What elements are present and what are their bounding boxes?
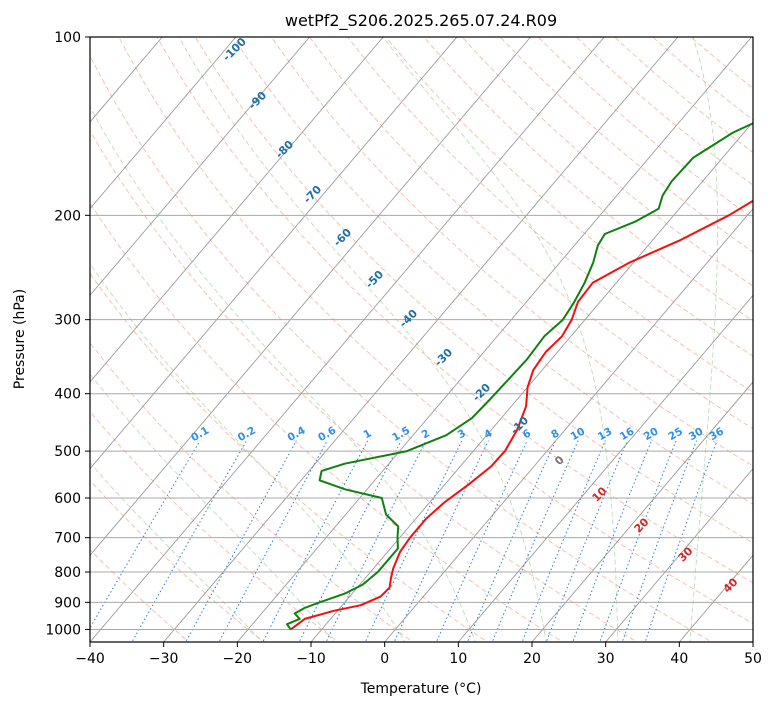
dry-adiabat [156, 37, 753, 584]
isotherm-line [163, 37, 679, 642]
moist-adiabat [90, 263, 406, 642]
x-tick-label: 0 [380, 651, 389, 667]
dry-adiabat [308, 37, 753, 430]
mixing-ratio-line [218, 440, 328, 642]
isotherm-line [90, 37, 384, 383]
x-tick-label: 40 [670, 651, 688, 667]
isotherm-line [90, 37, 605, 642]
isotherm-line [90, 37, 310, 297]
mixing-ratio-line [131, 440, 248, 642]
profile-series [286, 122, 753, 631]
mixing-ratio-line [466, 440, 557, 642]
y-tick-label: 400 [54, 387, 81, 403]
isotherm-line [457, 294, 753, 642]
mixing-ratio-line [545, 440, 628, 642]
isotherm-line [90, 37, 531, 557]
dry-adiabat [118, 37, 753, 624]
grid-lines [90, 37, 753, 642]
isotherm-line [531, 381, 753, 642]
x-tick-label: −20 [223, 651, 253, 667]
dewpoint-line [286, 122, 753, 630]
y-tick-label: 1000 [45, 622, 81, 638]
y-axis-title: Pressure (hPa) [12, 289, 28, 389]
mixing-ratio-line [90, 440, 201, 629]
dry-adiabat [194, 37, 753, 544]
y-tick-label: 800 [54, 565, 81, 581]
isotherm-line [236, 37, 752, 642]
moist-adiabat [90, 105, 476, 642]
y-tick-label: 500 [54, 444, 81, 460]
x-tick-label: 10 [449, 651, 467, 667]
dry-adiabat [461, 37, 753, 287]
x-tick-label: −30 [149, 651, 179, 667]
y-tick-label: 900 [54, 595, 81, 611]
axes: −40 −30 −20 −10 0 10 20 30 40 50 100 200 300 400 500 60… [45, 30, 762, 667]
dry-adiabat [232, 37, 753, 505]
x-tick-label: 20 [523, 651, 541, 667]
y-tick-label: 100 [54, 30, 81, 46]
temperature-line [290, 199, 753, 631]
mixing-ratio-line [364, 440, 463, 642]
y-tick-label: 300 [54, 313, 81, 329]
moist-adiabat [90, 373, 335, 642]
chart-title: wetPf2_S206.2025.265.07.24.R09 [285, 11, 557, 31]
dry-adiabat [90, 342, 414, 642]
x-axis-title: Temperature (°C) [360, 681, 482, 697]
isotherm-line [90, 37, 237, 210]
x-tick-label: 50 [744, 651, 762, 667]
x-tick-label: 30 [597, 651, 615, 667]
plot-frame [89, 36, 754, 643]
dry-adiabat [90, 202, 564, 642]
isotherm-line [384, 207, 753, 642]
isotherm-line [605, 467, 753, 642]
mixing-ratio-line [521, 440, 606, 642]
mixing-ratio-line [491, 440, 579, 642]
y-tick-label: 600 [54, 491, 81, 507]
y-tick-label: 700 [54, 531, 81, 547]
x-tick-label: −10 [296, 651, 326, 667]
isotherm-line [90, 37, 458, 470]
dry-adiabat [347, 37, 753, 393]
x-tick-label: −40 [75, 651, 105, 667]
y-tick-label: 200 [54, 208, 81, 224]
